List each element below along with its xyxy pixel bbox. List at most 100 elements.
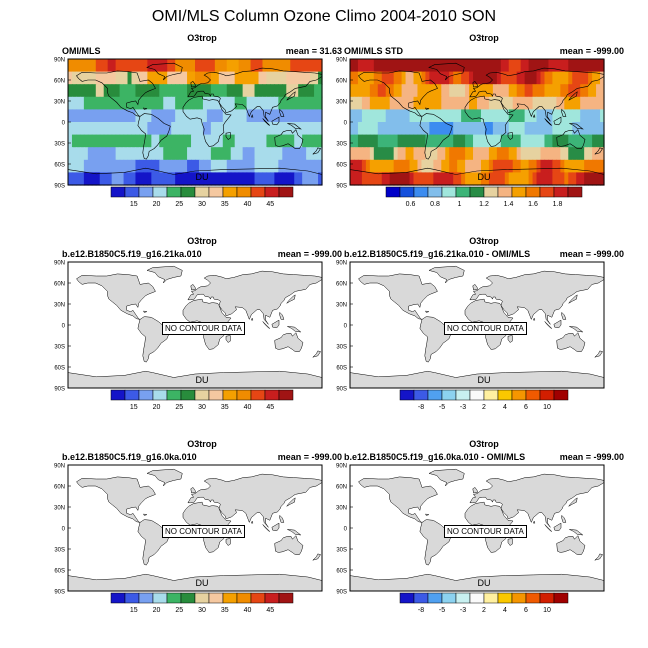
colorbar-swatch (194, 592, 210, 604)
heatmap-cell (425, 109, 430, 123)
heatmap-cell (409, 134, 415, 148)
panel-mean: mean = -999.00 (277, 452, 342, 462)
heatmap-cell (183, 159, 188, 173)
heatmap-cell (512, 172, 518, 186)
heatmap-cell (79, 109, 85, 123)
continent-outline (358, 476, 438, 523)
heatmap-cell (270, 71, 275, 85)
heatmap-cell (500, 84, 506, 98)
heatmap-cell (520, 71, 526, 85)
heatmap-cell (171, 71, 176, 85)
heatmap-cell (195, 122, 200, 136)
heatmap-cell (278, 147, 283, 161)
heatmap-cell (461, 84, 466, 98)
heatmap-cell (576, 172, 581, 186)
heatmap-cell (576, 59, 581, 73)
heatmap-cell (147, 59, 152, 73)
colorbar-swatch (483, 186, 499, 198)
heatmap-cell (480, 122, 486, 136)
heatmap-cell (512, 147, 518, 161)
heatmap-cell (262, 159, 268, 173)
heatmap-cell (353, 96, 359, 110)
heatmap-cell (107, 147, 113, 161)
heatmap-cell (369, 96, 375, 110)
heatmap-cell (588, 96, 593, 110)
heatmap-cell (298, 84, 303, 98)
heatmap-cell (127, 122, 133, 136)
heatmap-cell (592, 71, 597, 85)
heatmap-cell (560, 109, 565, 123)
heatmap-cell (473, 109, 478, 123)
heatmap-cell (596, 84, 601, 98)
heatmap-cell (274, 172, 279, 186)
heatmap-cell (457, 159, 462, 173)
heatmap-cell (564, 172, 569, 186)
heatmap-cell (552, 147, 557, 161)
heatmap-cell (365, 96, 371, 110)
heatmap-cell (373, 59, 379, 73)
heatmap-cell (480, 147, 486, 161)
heatmap-cell (516, 109, 522, 123)
heatmap-cell (310, 147, 315, 161)
heatmap-cell (409, 71, 415, 85)
heatmap-cell (572, 172, 577, 186)
heatmap-cell (75, 172, 81, 186)
map-panel: O3trop b.e12.B1850C5.f19_g16.21ka.010 mean… (54, 236, 342, 416)
continent-outline (271, 522, 280, 532)
heatmap-cell (445, 147, 450, 161)
heatmap-cell (353, 172, 359, 186)
heatmap-cell (91, 71, 97, 85)
heatmap-cell (381, 109, 387, 123)
colorbar-swatch (497, 389, 513, 401)
heatmap-cell (310, 134, 315, 148)
heatmap-cell (258, 134, 264, 148)
heatmap-cell (469, 71, 474, 85)
colorbar-swatch (413, 389, 429, 401)
heatmap-cell (218, 147, 224, 161)
heatmap-cell (286, 59, 291, 73)
heatmap-cell (429, 59, 434, 73)
heatmap-cell (528, 122, 534, 136)
colorbar-swatch (455, 186, 471, 198)
heatmap-cell (290, 172, 295, 186)
heatmap-cell (75, 159, 81, 173)
heatmap-cell (159, 84, 164, 98)
heatmap-cell (377, 59, 383, 73)
colorbar-swatch (497, 592, 513, 604)
heatmap-cell (516, 159, 522, 173)
heatmap-cell (198, 109, 204, 123)
continent-outline (569, 123, 584, 130)
heatmap-cell (417, 134, 423, 148)
heatmap-cell (234, 96, 240, 110)
colorbar-tick-label: 0.6 (406, 201, 416, 208)
heatmap-cell (294, 96, 299, 110)
heatmap-cell (504, 159, 510, 173)
heatmap-cell (159, 172, 164, 186)
map-panel: O3trop b.e12.B1850C5.f19_g16.21ka.010 - O… (336, 236, 624, 416)
colorbar-swatch (399, 389, 415, 401)
heatmap-cell (302, 134, 307, 148)
heatmap-cell (532, 172, 538, 186)
heatmap-cell (246, 96, 252, 110)
heatmap-cell (222, 134, 228, 148)
heatmap-cell (83, 147, 89, 161)
heatmap-cell (350, 59, 355, 73)
heatmap-cell (202, 84, 208, 98)
heatmap-cell (580, 59, 585, 73)
heatmap-cell (262, 147, 268, 161)
heatmap-cell (230, 122, 236, 136)
heatmap-cell (226, 122, 232, 136)
heatmap-cell (163, 84, 168, 98)
continent-outline (279, 514, 285, 523)
heatmap-cell (290, 134, 295, 148)
heatmap-cell (159, 109, 164, 123)
heatmap-cell (266, 134, 272, 148)
heatmap-cell (401, 172, 407, 186)
heatmap-cell (270, 84, 275, 98)
heatmap-cell (512, 109, 518, 123)
heatmap-cell (282, 147, 287, 161)
heatmap-cell (552, 96, 557, 110)
heatmap-cell (79, 71, 85, 85)
heatmap-cell (179, 109, 184, 123)
colorbar-swatch (236, 389, 252, 401)
